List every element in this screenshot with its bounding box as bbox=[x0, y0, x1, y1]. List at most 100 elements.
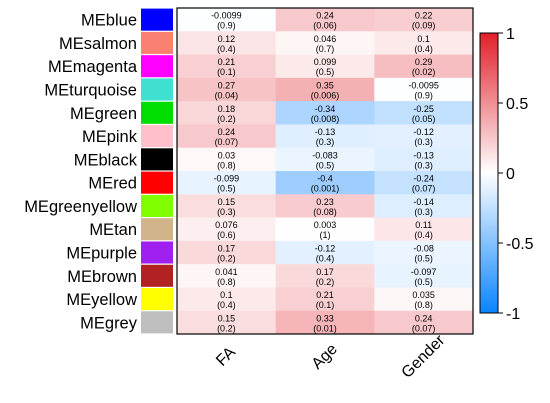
cell-correlation-value: 0.1 bbox=[417, 34, 430, 44]
row-labels: MEblue MEsalmon MEmagenta MEturquoise MEgree… bbox=[24, 12, 138, 333]
heatmap-cell bbox=[275, 101, 375, 125]
cell-correlation-value: 0.24 bbox=[316, 11, 334, 21]
heatmap-cell bbox=[275, 194, 375, 218]
cell-p-value: (0.07) bbox=[412, 184, 436, 194]
cell-p-value: (0.07) bbox=[215, 137, 239, 147]
cell-p-value: (0.7) bbox=[316, 44, 335, 54]
heatmap-cell bbox=[374, 101, 474, 125]
cell-p-value: (0.4) bbox=[414, 230, 433, 240]
cell-correlation-value: 0.24 bbox=[415, 313, 433, 323]
cell-p-value: (0.5) bbox=[217, 184, 236, 194]
cell-p-value: (0.5) bbox=[414, 277, 433, 287]
heatmap-frame bbox=[176, 7, 474, 335]
heatmap-cell bbox=[374, 31, 474, 55]
cell-correlation-value: 0.17 bbox=[316, 267, 334, 277]
cell-p-value: (0.5) bbox=[414, 254, 433, 264]
heatmap-cell bbox=[374, 171, 474, 195]
module-swatch-MEsalmon bbox=[141, 31, 173, 54]
cell-p-value: (0.9) bbox=[217, 21, 236, 31]
heatmap-cell bbox=[275, 264, 375, 288]
row-label-MEblue: MEblue bbox=[81, 12, 137, 30]
module-swatch-MEpink bbox=[141, 125, 173, 148]
heatmap-cell bbox=[275, 8, 375, 32]
cell-correlation-value: 0.076 bbox=[215, 220, 238, 230]
row-label-MEred: MEred bbox=[88, 175, 137, 193]
cell-p-value: (0.08) bbox=[313, 207, 337, 217]
cell-p-value: (0.1) bbox=[217, 67, 236, 77]
module-swatch-MEgrey bbox=[141, 311, 173, 334]
heatmap-cell bbox=[177, 171, 276, 195]
cell-p-value: (0.2) bbox=[217, 254, 236, 264]
scale-tick-label: -1 bbox=[506, 306, 520, 323]
heatmap-cell bbox=[275, 31, 375, 55]
heatmap-cell bbox=[177, 101, 276, 125]
module-swatch-MEgreen bbox=[141, 101, 173, 124]
cell-correlation-value: 0.15 bbox=[218, 313, 236, 323]
heatmap-cell bbox=[275, 147, 375, 172]
cell-correlation-value: -0.0099 bbox=[211, 11, 242, 21]
module-swatch-MEturquoise bbox=[141, 78, 173, 101]
cell-correlation-value: 0.099 bbox=[314, 57, 337, 67]
row-label-MEyellow: MEyellow bbox=[66, 291, 137, 309]
cell-p-value: (0.3) bbox=[316, 137, 335, 147]
cell-p-value: (0.2) bbox=[217, 114, 236, 124]
color-scale-ticks: 1 0.5 0 -0.5 -1 bbox=[498, 26, 534, 323]
heatmap-cell bbox=[374, 147, 474, 172]
row-label-MEbrown: MEbrown bbox=[67, 268, 137, 286]
module-swatch-MEmagenta bbox=[141, 55, 173, 78]
cell-correlation-value: 0.29 bbox=[415, 57, 433, 67]
cell-p-value: (0.07) bbox=[412, 323, 436, 333]
cell-correlation-value: 0.035 bbox=[412, 290, 435, 300]
heatmap-cell bbox=[374, 194, 474, 218]
heatmap-cell bbox=[374, 240, 474, 265]
cell-correlation-value: 0.23 bbox=[316, 197, 334, 207]
cell-correlation-value: -0.25 bbox=[413, 104, 434, 114]
heatmap-cell bbox=[177, 287, 276, 312]
cell-correlation-value: -0.099 bbox=[214, 174, 240, 184]
row-label-MEblack: MEblack bbox=[74, 151, 138, 169]
heatmap-cell bbox=[275, 54, 375, 79]
cell-correlation-value: 0.22 bbox=[415, 11, 433, 21]
heatmap-cell bbox=[177, 217, 276, 242]
cell-p-value: (0.09) bbox=[412, 21, 436, 31]
heatmap-cell bbox=[177, 31, 276, 55]
heatmap-cell bbox=[374, 287, 474, 312]
module-color-swatches bbox=[141, 8, 173, 334]
cell-correlation-value: -0.13 bbox=[413, 150, 434, 160]
heatmap-cell bbox=[374, 8, 474, 32]
heatmap-cell bbox=[374, 54, 474, 79]
row-label-MEgreenyellow: MEgreenyellow bbox=[24, 198, 137, 216]
heatmap-cell bbox=[275, 77, 375, 102]
cell-correlation-value: 0.11 bbox=[415, 220, 432, 230]
module-swatch-MEgreenyellow bbox=[141, 194, 173, 217]
cell-p-value: (0.001) bbox=[311, 184, 340, 194]
cell-p-value: (0.01) bbox=[313, 323, 337, 333]
cell-p-value: (0.8) bbox=[414, 300, 433, 310]
heatmap-cell bbox=[275, 287, 375, 312]
cell-p-value: (0.1) bbox=[316, 300, 335, 310]
heatmap-cell bbox=[374, 124, 474, 149]
cell-correlation-value: 0.18 bbox=[218, 104, 236, 114]
heatmap-cells bbox=[177, 8, 474, 335]
column-label-gender: Gender bbox=[399, 331, 449, 381]
cell-p-value: (0.2) bbox=[217, 323, 236, 333]
heatmap-cell bbox=[177, 240, 276, 265]
color-scale-bar bbox=[479, 32, 499, 314]
heatmap-cell bbox=[177, 8, 276, 32]
cell-correlation-value: -0.097 bbox=[411, 267, 437, 277]
cell-p-value: (0.4) bbox=[414, 44, 433, 54]
cell-correlation-value: 0.1 bbox=[220, 290, 233, 300]
cell-p-value: (0.3) bbox=[217, 207, 236, 217]
module-swatch-MEpurple bbox=[141, 241, 173, 264]
module-swatch-MEred bbox=[141, 171, 173, 194]
heatmap-cell bbox=[177, 54, 276, 79]
cell-p-value: (0.8) bbox=[217, 277, 236, 287]
cell-correlation-value: 0.35 bbox=[316, 81, 334, 91]
heatmap-cell bbox=[177, 124, 276, 149]
cell-p-value: (0.6) bbox=[217, 230, 236, 240]
cell-p-value: (0.5) bbox=[316, 160, 335, 170]
cell-correlation-value: -0.08 bbox=[413, 244, 434, 254]
heatmap-cell bbox=[275, 240, 375, 265]
cell-correlation-value: -0.0095 bbox=[408, 81, 439, 91]
